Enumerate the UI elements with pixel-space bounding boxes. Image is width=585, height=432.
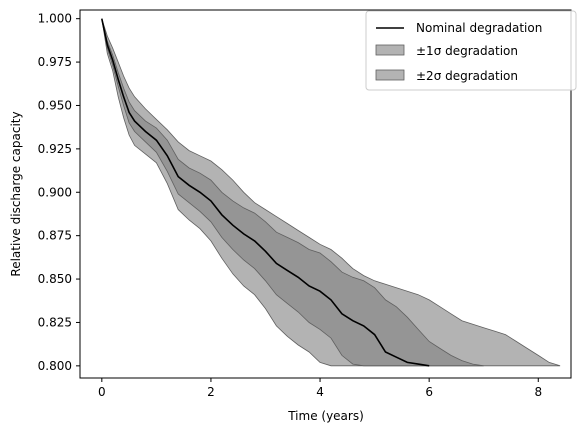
y-tick-label: 0.850: [38, 272, 72, 286]
x-tick-label: 2: [207, 385, 215, 399]
y-tick-label: 0.950: [38, 98, 72, 112]
plot-area: [101, 18, 561, 367]
y-tick-label: 0.900: [38, 185, 72, 199]
y-tick-label: 0.800: [38, 359, 72, 373]
y-tick-label: 0.925: [38, 142, 72, 156]
y-axis-label: Relative discharge capacity: [9, 111, 23, 276]
x-tick-label: 8: [534, 385, 542, 399]
y-tick-label: 0.875: [38, 229, 72, 243]
y-tick-label: 0.825: [38, 315, 72, 329]
legend: Nominal degradation ±1σ degradation ±2σ …: [365, 10, 577, 91]
legend-nominal-label: Nominal degradation: [416, 21, 542, 35]
legend-frame: [365, 10, 577, 91]
x-tick-label: 0: [98, 385, 106, 399]
x-tick-label: 4: [316, 385, 324, 399]
x-tick-label: 6: [425, 385, 433, 399]
legend-sigma2-swatch: [375, 69, 405, 81]
y-tick-label: 1.000: [38, 12, 72, 26]
legend-sigma1-label: ±1σ degradation: [416, 44, 518, 58]
x-axis-label: Time (years): [287, 409, 364, 423]
y-tick-label: 0.975: [38, 55, 72, 69]
axes: 0 2 4 6 8 0.800 0.825 0.850 0.875 0.900 0.925 0.950…: [38, 9, 572, 399]
nominal-degradation-line: [101, 18, 430, 367]
legend-sigma1-swatch: [375, 44, 405, 56]
axes-frame: [79, 9, 572, 379]
legend-sigma2-label: ±2σ degradation: [416, 69, 518, 83]
sigma1-band: [101, 18, 484, 367]
